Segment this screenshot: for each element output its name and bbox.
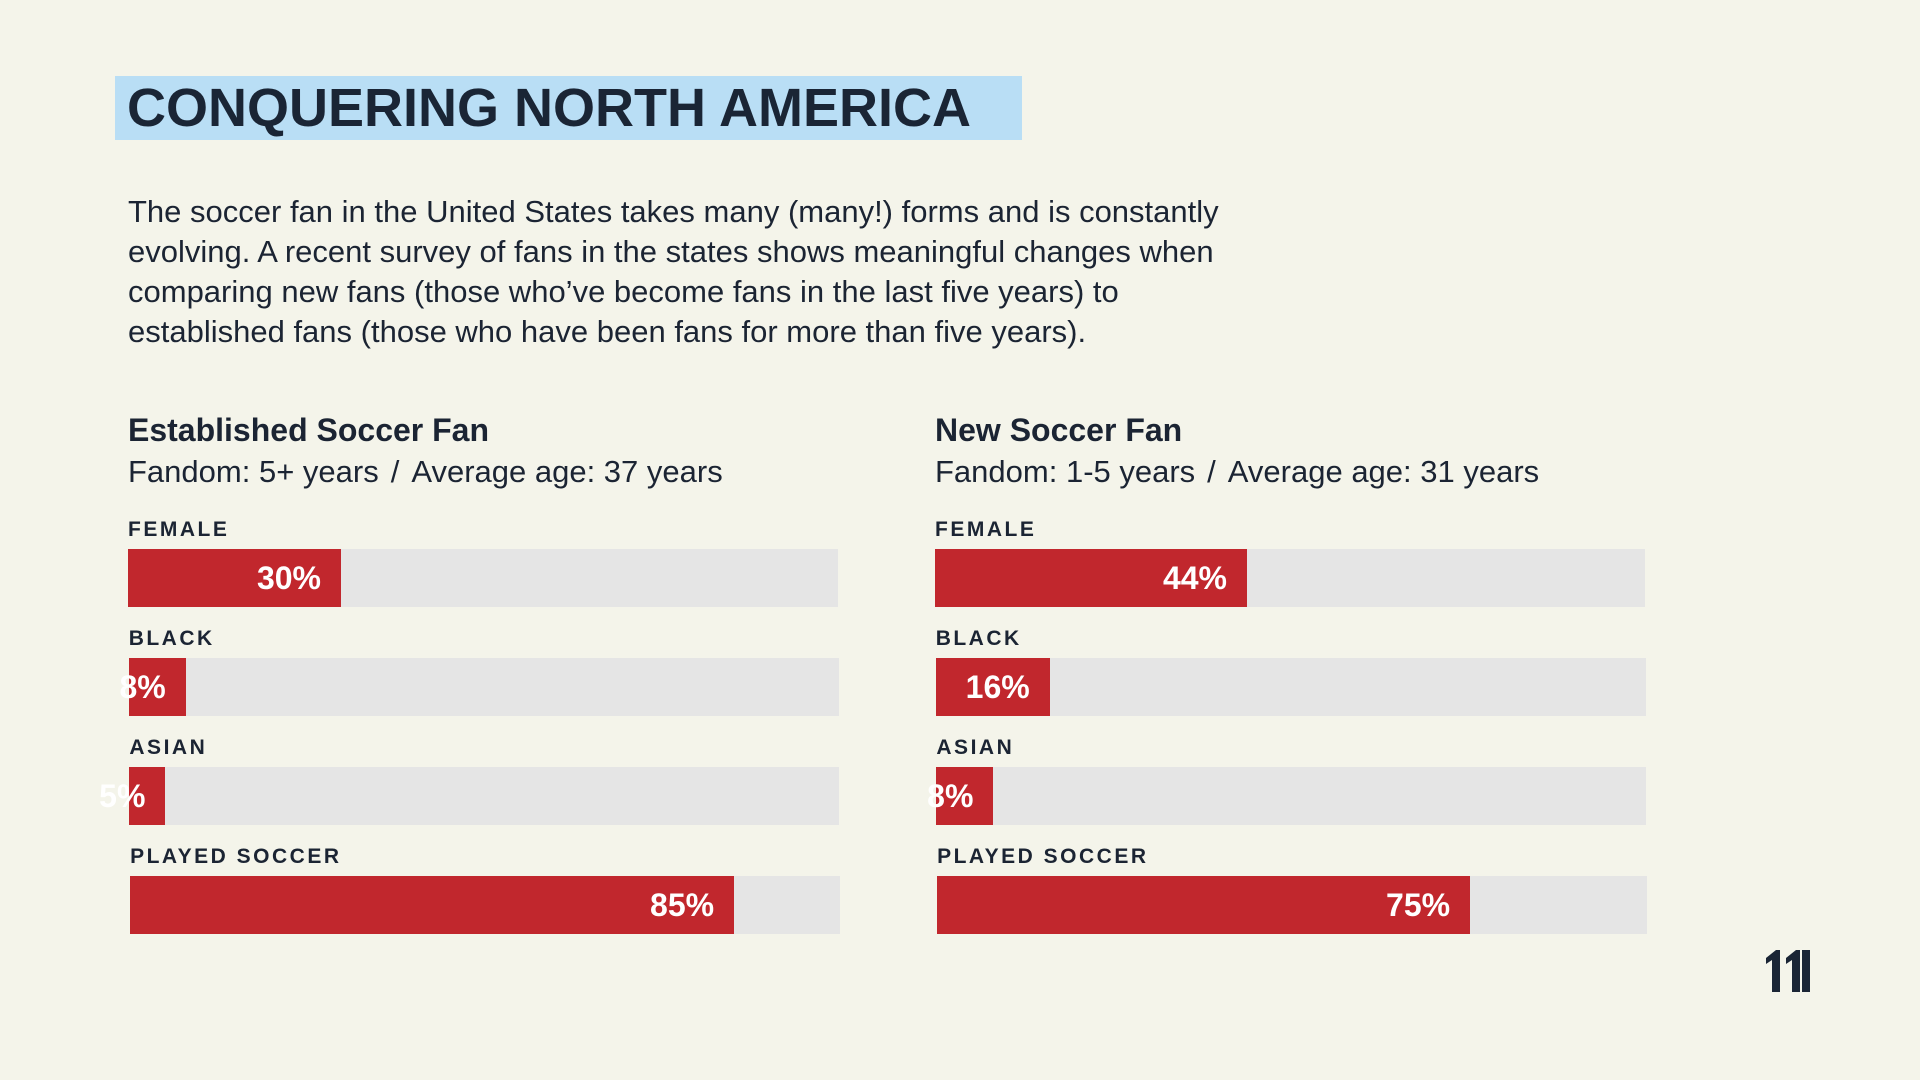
bar-fill: 30% (128, 549, 341, 607)
bar-track: 75% (937, 876, 1648, 934)
bar-fill: 8% (119, 658, 186, 716)
subtitle-separator: / (1207, 454, 1216, 489)
bar-track: 8% (119, 658, 839, 716)
subtitle-separator: / (390, 454, 400, 489)
bar-fill: 85% (130, 876, 735, 934)
bar-value-label: 75% (1386, 887, 1451, 923)
bar-row: BLACK 16% (935, 627, 1648, 716)
intro-line: The soccer fan in the United States take… (128, 194, 1219, 229)
bar-row: ASIAN 8% (927, 736, 1648, 825)
established-fan-subtitle: Fandom: 5+ years / Average age: 37 years (128, 452, 848, 492)
bar-category-label: FEMALE (128, 518, 230, 541)
bar-value-label: 16% (965, 669, 1030, 705)
new-fan-heading: New Soccer Fan (935, 412, 1183, 448)
bar-row: ASIAN 5% (99, 736, 841, 825)
new-average-age: Average age: 31 years (1227, 454, 1540, 489)
intro-line: evolving. A recent survey of fans in the… (128, 234, 1214, 269)
bar-category-label: BLACK (935, 627, 1022, 650)
established-fan-panel: Established Soccer Fan Fandom: 5+ years /… (99, 408, 848, 934)
page-title: CONQUERING NORTH AMERICA (127, 78, 971, 138)
bar-fill: 75% (937, 876, 1471, 934)
bar-fill: 44% (935, 549, 1247, 607)
bar-category-label: PLAYED SOCCER (130, 845, 342, 868)
intro-line: established fans (those who have been fa… (128, 314, 1087, 349)
bar-value-label: 8% (927, 778, 974, 814)
bar-track: 16% (935, 658, 1646, 716)
bar-category-label: BLACK (128, 627, 215, 650)
bar-value-label: 8% (119, 669, 166, 705)
new-fan-subtitle: Fandom: 1-5 years / Average age: 31 years (935, 452, 1655, 492)
bar-track: 8% (927, 767, 1647, 825)
bar-value-label: 30% (256, 560, 321, 596)
bar-row: PLAYED SOCCER 75% (937, 845, 1649, 934)
bar-row: BLACK 8% (119, 627, 841, 716)
intro-line: comparing new fans (those who’ve become … (128, 274, 1119, 309)
bar-category-label: ASIAN (129, 736, 208, 759)
bar-value-label: 5% (99, 778, 146, 814)
bar-track: 5% (99, 767, 840, 825)
bar-fill: 5% (99, 767, 166, 825)
new-fan-panel: New Soccer Fan Fandom: 1-5 years / Average… (927, 408, 1655, 934)
bar-category-label: ASIAN (936, 736, 1015, 759)
eleven-logo-icon (1762, 946, 1814, 996)
new-fandom: Fandom: 1-5 years (935, 454, 1196, 489)
established-average-age: Average age: 37 years (411, 454, 723, 489)
bar-track: 85% (130, 876, 841, 934)
bar-category-label: PLAYED SOCCER (937, 845, 1149, 868)
bar-track: 44% (935, 549, 1645, 607)
bar-fill: 8% (927, 767, 994, 825)
title-highlight: CONQUERING NORTH AMERICA (115, 76, 1022, 140)
intro-paragraph: The soccer fan in the United States take… (128, 192, 1428, 352)
bar-track: 30% (128, 549, 838, 607)
bar-fill: 16% (935, 658, 1050, 716)
bar-value-label: 44% (1162, 560, 1227, 596)
bar-category-label: FEMALE (935, 518, 1037, 541)
established-fandom: Fandom: 5+ years (128, 454, 379, 489)
bar-value-label: 85% (650, 887, 715, 923)
bar-row: FEMALE 44% (935, 518, 1647, 607)
bar-row: FEMALE 30% (128, 518, 840, 607)
eleven-logo-svg (1766, 950, 1810, 992)
bar-row: PLAYED SOCCER 85% (130, 845, 842, 934)
established-fan-heading: Established Soccer Fan (128, 412, 490, 448)
